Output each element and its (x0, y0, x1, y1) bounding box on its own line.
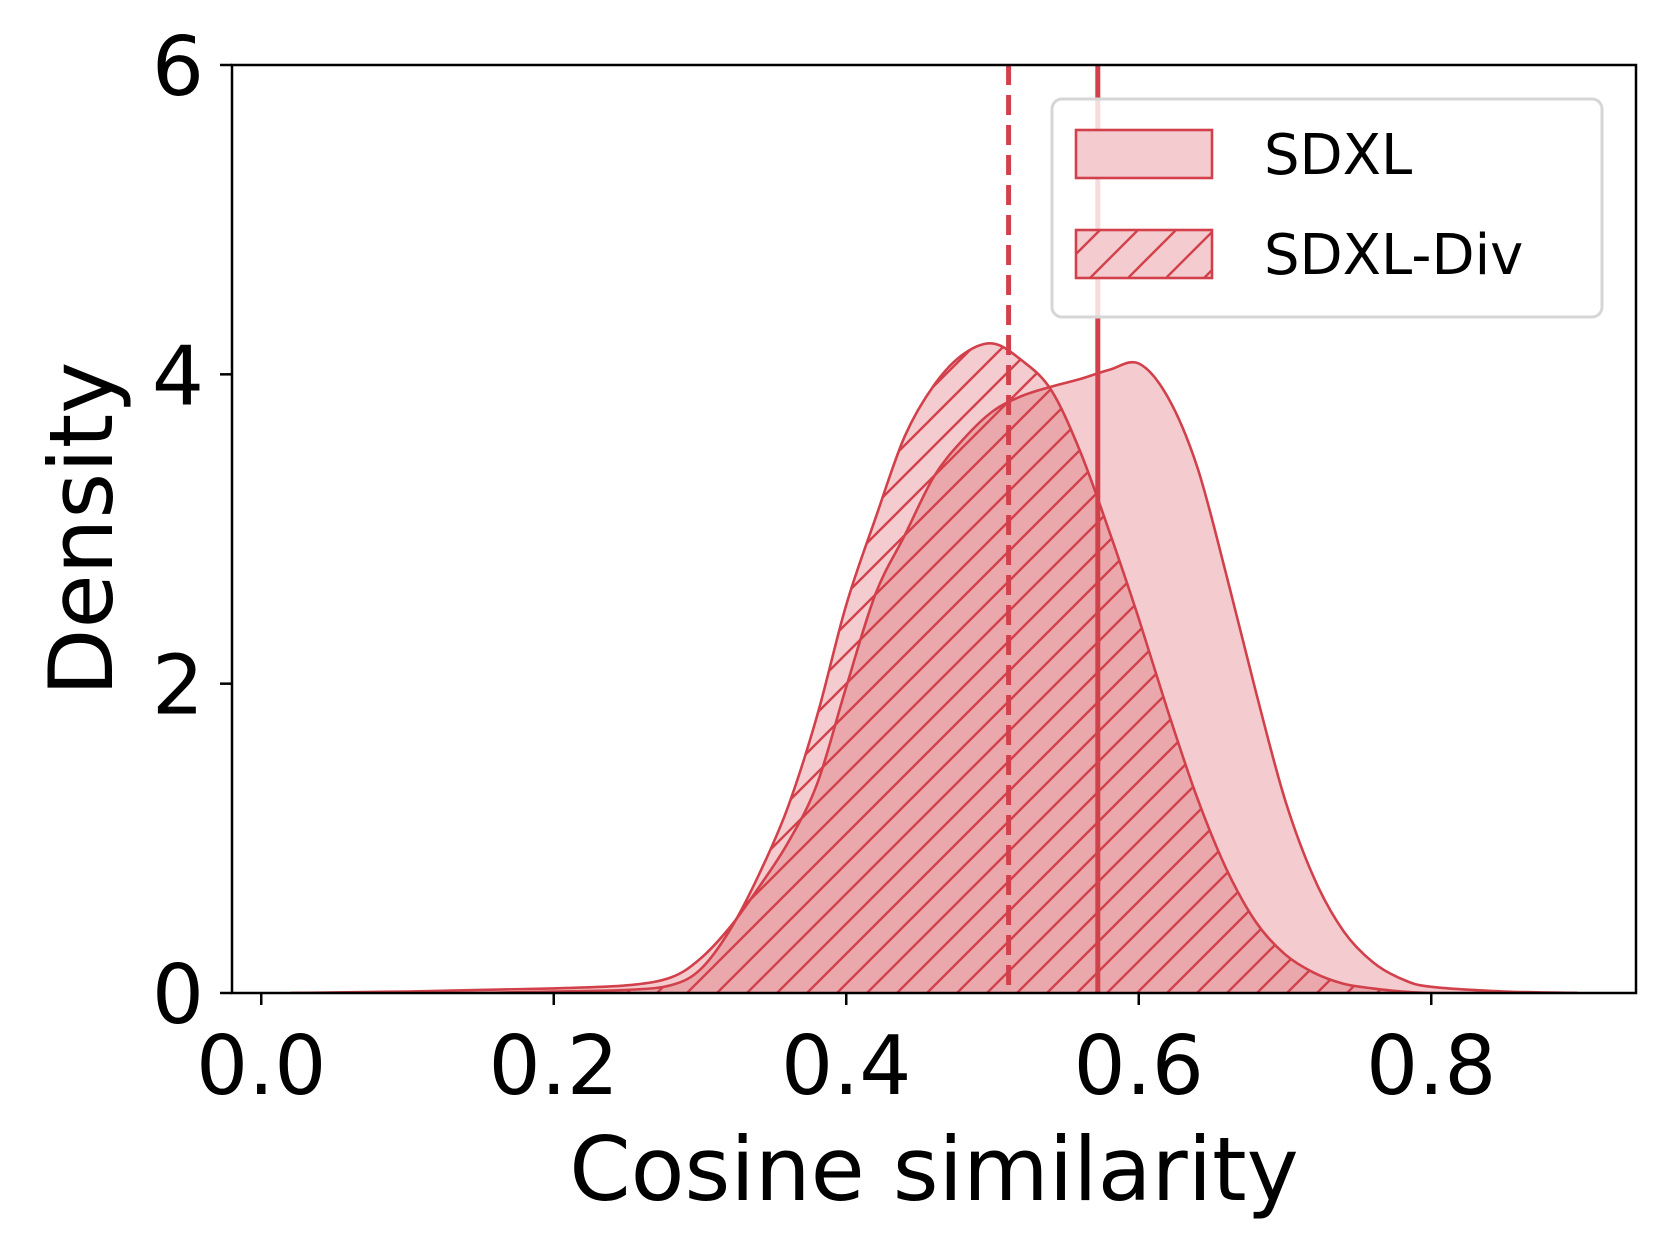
y-tick-label: 0 (152, 948, 204, 1043)
y-axis-title: Density (30, 362, 133, 697)
legend-swatch-sdxl (1074, 128, 1214, 180)
x-axis-title: Cosine similarity (569, 1118, 1299, 1221)
x-tick-label: 0.2 (489, 1019, 619, 1114)
legend-swatch-sdxl-div-hatch (1074, 228, 1214, 280)
x-axis: 0.0 0.2 0.4 0.6 0.8 (196, 993, 1496, 1114)
sdxl-div-density-curve (290, 341, 1578, 993)
legend-label-sdxl-div: SDXL-Div (1264, 223, 1523, 288)
plot-frame (230, 63, 1638, 995)
x-tick-label: 0.0 (196, 1019, 326, 1114)
legend: SDXL SDXL-Div (1050, 97, 1604, 319)
x-tick-label: 0.4 (781, 1019, 911, 1114)
y-tick-label: 2 (152, 639, 204, 734)
y-tick-label: 4 (152, 329, 204, 424)
x-tick-label: 0.6 (1074, 1019, 1204, 1114)
y-axis: 0 2 4 6 (152, 20, 232, 1043)
legend-label-sdxl: SDXL (1264, 123, 1412, 188)
x-tick-label: 0.8 (1366, 1019, 1496, 1114)
sdxl-div-hatch (290, 343, 1578, 993)
y-tick-label: 6 (152, 20, 204, 115)
